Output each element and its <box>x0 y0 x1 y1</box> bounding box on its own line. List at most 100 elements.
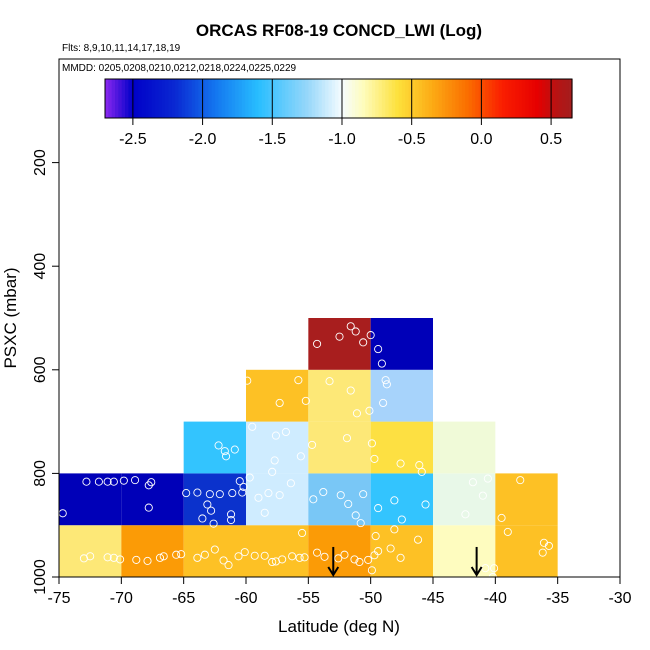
data-point <box>386 544 395 553</box>
colorbar-segment <box>291 79 296 118</box>
heatmap-cell <box>121 525 184 577</box>
colorbar-segment <box>268 79 273 118</box>
data-point <box>278 555 287 564</box>
data-point <box>281 427 290 437</box>
colorbar-segment <box>455 79 460 118</box>
heatmap-cell <box>308 369 371 422</box>
data-point <box>351 327 360 336</box>
data-point <box>478 491 487 500</box>
colorbar-segment <box>515 79 520 118</box>
colorbar-segment <box>251 79 256 118</box>
data-point <box>109 553 118 562</box>
colorbar-segment <box>491 79 496 118</box>
heatmap-cell <box>370 369 433 422</box>
data-point <box>346 386 355 395</box>
data-point <box>359 490 368 499</box>
data-point <box>355 557 364 567</box>
colorbar-segment <box>241 79 246 118</box>
colorbar-segment <box>465 79 470 118</box>
colorbar-segment <box>218 79 223 118</box>
colorbar-segment <box>285 79 290 118</box>
colorbar-segment <box>215 79 220 118</box>
colorbar-segment <box>121 79 126 118</box>
data-point <box>296 452 305 461</box>
data-point <box>320 552 329 561</box>
colorbar-segment <box>191 79 196 118</box>
colorbar-segment <box>555 79 560 118</box>
heatmap-cell <box>246 369 309 422</box>
data-point <box>413 535 423 544</box>
data-point <box>220 447 229 456</box>
colorbar-segment <box>135 79 139 118</box>
data-point <box>270 456 279 465</box>
data-point <box>367 439 376 448</box>
data-point <box>300 553 309 562</box>
colorbar-segment <box>355 79 360 118</box>
data-point <box>222 452 231 461</box>
colorbar-segment <box>418 79 423 118</box>
colorbar-segment <box>445 79 450 118</box>
data-point <box>308 440 317 449</box>
x-tick-label: -30 <box>608 590 631 607</box>
colorbar-segment <box>301 79 306 118</box>
data-point <box>365 406 374 415</box>
colorbar-segment <box>205 79 210 118</box>
data-point <box>94 477 103 486</box>
data-point <box>340 550 349 559</box>
colorbar-segment <box>561 79 566 118</box>
data-point <box>366 331 375 340</box>
chart-title: ORCAS RF08-19 CONCD_LWI (Log) <box>196 21 482 40</box>
data-point <box>374 345 383 354</box>
data-point <box>268 467 277 476</box>
colorbar-tick-label: -2.5 <box>119 131 147 148</box>
colorbar-tick-label: 0.5 <box>540 131 562 148</box>
data-point <box>335 332 344 341</box>
colorbar-segment <box>255 79 260 118</box>
data-point <box>421 500 430 509</box>
colorbar-segment <box>328 79 333 118</box>
colorbar-segment <box>541 79 546 118</box>
heatmap-cell <box>495 525 558 577</box>
x-tick-label: -75 <box>47 590 70 607</box>
data-point <box>371 532 380 541</box>
colorbar-segment <box>448 79 453 118</box>
colorbar-segment <box>538 79 543 118</box>
colorbar-segment <box>468 79 473 118</box>
colorbar-segment <box>151 79 156 118</box>
colorbar-segment <box>308 79 313 118</box>
data-point <box>226 515 236 525</box>
colorbar-segment <box>361 79 366 118</box>
colorbar-segment <box>451 79 456 118</box>
data-point <box>271 431 280 440</box>
x-tick-label: -70 <box>110 590 133 607</box>
data-point <box>298 528 307 538</box>
colorbar-segment <box>371 79 376 118</box>
colorbar-segment <box>298 79 303 118</box>
data-point <box>147 478 156 487</box>
data-point <box>205 490 214 499</box>
data-point <box>382 380 391 389</box>
colorbar-segment <box>545 79 550 118</box>
colorbar-segment <box>145 79 149 118</box>
colorbar-segment <box>228 79 233 118</box>
colorbar-segment <box>431 79 436 118</box>
data-point <box>260 551 269 560</box>
colorbar-segment <box>131 79 136 118</box>
colorbar-segment <box>535 79 540 118</box>
heatmap-cell <box>246 525 309 577</box>
y-tick-label: 600 <box>32 356 49 383</box>
data-point <box>275 398 284 408</box>
colorbar-segment <box>425 79 430 118</box>
x-tick-label: -35 <box>546 590 569 607</box>
data-point <box>86 552 95 561</box>
data-point <box>313 339 322 348</box>
data-point <box>319 487 328 497</box>
colorbar-segment <box>368 79 373 118</box>
colorbar-segment <box>458 79 463 118</box>
heatmap-cell <box>370 318 433 370</box>
data-point <box>490 564 499 573</box>
data-point <box>390 496 399 505</box>
colorbar-segment <box>318 79 323 118</box>
colorbar-segment <box>171 79 176 118</box>
data-point <box>396 459 405 468</box>
